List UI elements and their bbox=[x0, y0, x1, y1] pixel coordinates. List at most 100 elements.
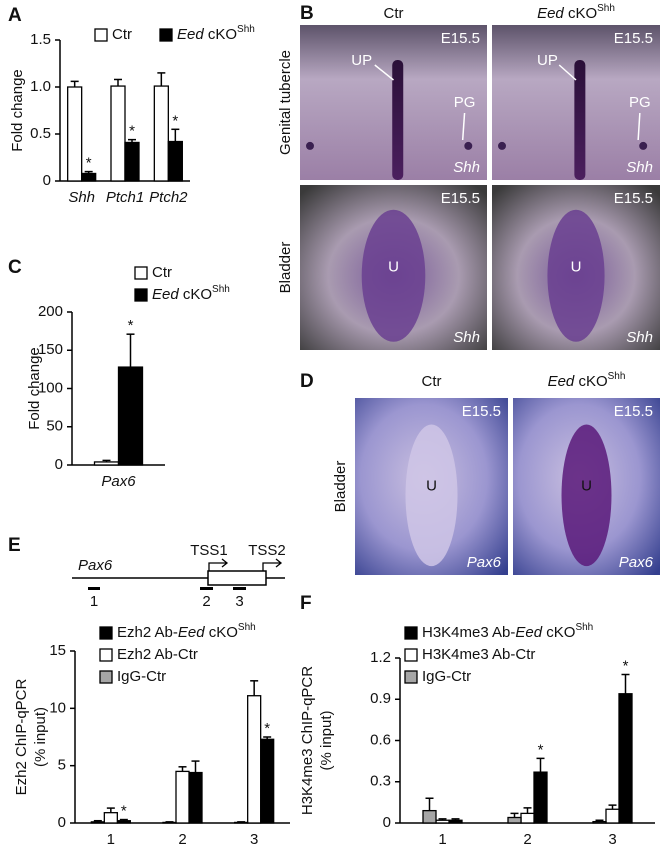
bar bbox=[261, 739, 274, 823]
stain-region bbox=[562, 425, 612, 567]
legend-label: IgG-Ctr bbox=[422, 668, 471, 685]
legend-swatch bbox=[405, 649, 417, 661]
stain-region bbox=[306, 142, 314, 150]
gene-label: Shh bbox=[453, 159, 480, 176]
y-tick-label: 1.5 bbox=[30, 31, 51, 48]
significance-mark: * bbox=[121, 803, 127, 820]
bar bbox=[423, 811, 436, 823]
gene-name: Pax6 bbox=[78, 557, 113, 574]
x-tick-label: Shh bbox=[68, 189, 95, 206]
primer-label: 2 bbox=[202, 593, 210, 610]
legend-label: Eed cKOShh bbox=[152, 284, 230, 303]
exon bbox=[208, 571, 266, 585]
panel-label: D bbox=[300, 371, 314, 392]
x-tick-label: Ptch2 bbox=[149, 189, 188, 206]
structure-label: UP bbox=[537, 52, 558, 69]
legend-swatch bbox=[100, 649, 112, 661]
significance-mark: * bbox=[264, 720, 270, 737]
legend-label: Ctr bbox=[152, 264, 172, 281]
tss-label: TSS1 bbox=[190, 542, 228, 559]
y-tick-label: 15 bbox=[49, 642, 66, 659]
stain-region bbox=[392, 60, 403, 180]
bar bbox=[619, 694, 632, 823]
stain-region bbox=[405, 425, 457, 567]
text-segment: Eed bbox=[537, 5, 564, 22]
legend-label: Ezh2 Ab-Ctr bbox=[117, 646, 198, 663]
stain-region bbox=[639, 142, 647, 150]
bar bbox=[606, 809, 619, 823]
legend-swatch bbox=[160, 29, 172, 41]
bar bbox=[163, 822, 176, 823]
legend-label: Ezh2 Ab-Eed cKOShh bbox=[117, 622, 256, 641]
column-header: Eed cKOShh bbox=[548, 371, 626, 390]
gene-label: Pax6 bbox=[467, 554, 502, 571]
stain-region bbox=[362, 210, 426, 342]
stain-region bbox=[498, 142, 506, 150]
legend-swatch bbox=[405, 671, 417, 683]
legend-swatch bbox=[95, 29, 107, 41]
x-tick-label: 3 bbox=[608, 831, 616, 848]
y-tick-label: 0 bbox=[55, 456, 63, 473]
primer bbox=[200, 587, 213, 590]
text-segment: H3K4me3 Ab- bbox=[422, 624, 515, 641]
gene-label: Shh bbox=[626, 329, 653, 346]
stage-label: E15.5 bbox=[614, 403, 653, 420]
significance-mark: * bbox=[86, 155, 92, 172]
stage-label: E15.5 bbox=[614, 30, 653, 47]
x-tick-label: 2 bbox=[178, 831, 186, 848]
row-label: Bladder bbox=[277, 242, 294, 294]
text-segment: Shh bbox=[237, 24, 255, 35]
structure-label: UP bbox=[351, 52, 372, 69]
panel-label: B bbox=[300, 3, 314, 24]
bar bbox=[104, 813, 117, 823]
y-tick-label: 50 bbox=[46, 418, 63, 435]
y-tick-label: 200 bbox=[38, 303, 63, 320]
legend-label: H3K4me3 Ab-Ctr bbox=[422, 646, 535, 663]
y-tick-label: 0.3 bbox=[370, 773, 391, 790]
stage-label: E15.5 bbox=[462, 403, 501, 420]
legend-swatch bbox=[135, 267, 147, 279]
y-axis-label: (% input) bbox=[318, 710, 335, 770]
tss-arrow bbox=[263, 559, 281, 571]
text-segment: Eed bbox=[178, 624, 205, 641]
text-segment: Shh bbox=[608, 371, 626, 382]
y-axis-label: H3K4me3 ChIP-qPCR bbox=[299, 666, 316, 815]
x-tick-label: 3 bbox=[250, 831, 258, 848]
column-header: Eed cKOShh bbox=[537, 3, 615, 22]
structure-label: U bbox=[426, 477, 437, 494]
bar bbox=[119, 367, 143, 465]
legend-label: Ctr bbox=[112, 26, 132, 43]
text-segment: Shh bbox=[212, 284, 230, 295]
bar bbox=[248, 696, 261, 823]
legend-swatch bbox=[100, 627, 112, 639]
y-axis-label: Fold change bbox=[9, 69, 26, 152]
text-segment: Shh bbox=[238, 622, 256, 633]
y-tick-label: 0.6 bbox=[370, 731, 391, 748]
text-segment: cKO bbox=[205, 624, 238, 641]
significance-mark: * bbox=[172, 112, 178, 129]
primer-label: 1 bbox=[90, 593, 98, 610]
bar bbox=[82, 173, 96, 181]
structure-label: U bbox=[581, 477, 592, 494]
stain-region bbox=[464, 142, 472, 150]
legend-label: H3K4me3 Ab-Eed cKOShh bbox=[422, 622, 593, 641]
text-segment: cKO bbox=[179, 286, 212, 303]
bar bbox=[436, 820, 449, 823]
bar bbox=[508, 818, 521, 824]
panel-label: F bbox=[300, 593, 312, 614]
x-tick-label: 1 bbox=[438, 831, 446, 848]
text-segment: Eed bbox=[177, 26, 204, 43]
bar bbox=[168, 142, 182, 181]
primer bbox=[233, 587, 246, 590]
significance-mark: * bbox=[623, 657, 629, 674]
y-tick-label: 1.2 bbox=[370, 649, 391, 666]
stain-region bbox=[574, 60, 585, 180]
text-segment: cKO bbox=[574, 373, 607, 390]
y-tick-label: 0 bbox=[43, 172, 51, 189]
bar bbox=[593, 822, 606, 823]
text-segment: Eed bbox=[152, 286, 179, 303]
bar bbox=[91, 822, 104, 823]
row-label: Genital tubercle bbox=[277, 50, 294, 155]
text-segment: cKO bbox=[542, 624, 575, 641]
